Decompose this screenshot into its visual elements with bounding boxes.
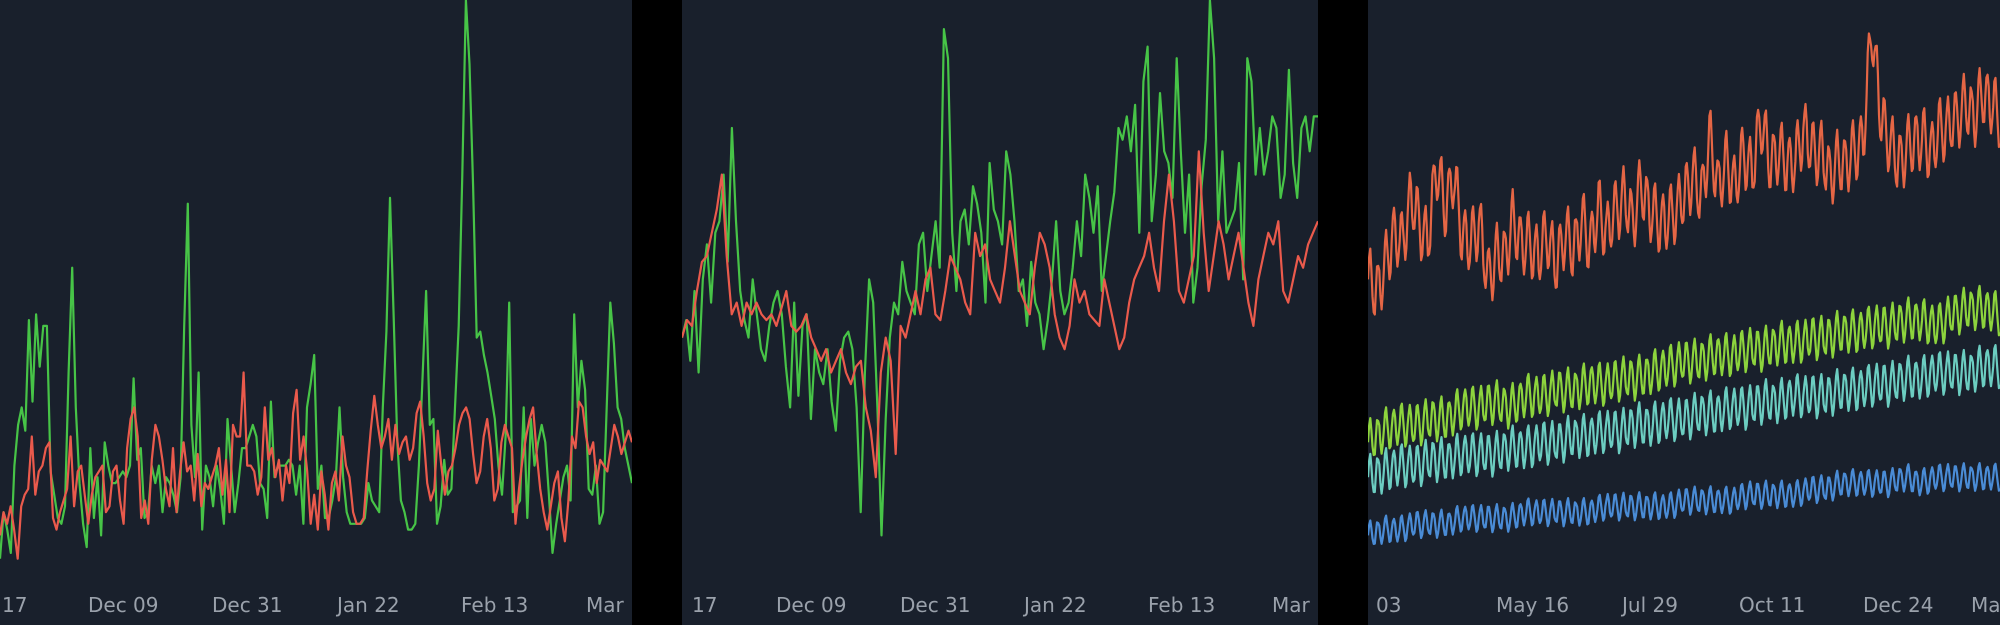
- series-line-1: [1368, 32, 2000, 316]
- x-tick-label: May 16: [1496, 593, 1569, 617]
- series-line-4: [1368, 462, 2000, 545]
- series-line-2: [682, 150, 1318, 479]
- x-tick-label: Feb 13: [461, 593, 528, 617]
- x-tick-label: Mar: [586, 593, 625, 617]
- series-line-2: [0, 371, 632, 560]
- series-line-1: [682, 0, 1318, 537]
- x-tick-label: Jul 29: [1620, 593, 1678, 617]
- chart-panel-3: 03 May 16 Jul 29 Oct 11 Dec 24 Mar: [1368, 0, 2000, 625]
- line-chart-2: 17 Dec 09 Dec 31 Jan 22 Feb 13 Mar: [682, 0, 1318, 617]
- x-tick-label: Jan 22: [335, 593, 400, 617]
- x-tick-label: Dec 09: [776, 593, 847, 617]
- x-tick-label: Dec 24: [1863, 593, 1934, 617]
- x-tick-label: Mar: [1971, 593, 2000, 617]
- line-chart-3: 03 May 16 Jul 29 Oct 11 Dec 24 Mar: [1368, 32, 2000, 617]
- x-tick-label: Dec 31: [212, 593, 283, 617]
- x-tick-label: Dec 09: [88, 593, 159, 617]
- series-line-2: [1368, 284, 2000, 457]
- chart-panel-2: 17 Dec 09 Dec 31 Jan 22 Feb 13 Mar: [682, 0, 1318, 625]
- series-line-3: [1368, 344, 2000, 495]
- x-tick-label: Oct 11: [1739, 593, 1805, 617]
- x-tick-label: 03: [1376, 593, 1401, 617]
- x-tick-label: 17: [2, 593, 27, 617]
- line-chart-1: 17 Dec 09 Dec 31 Jan 22 Feb 13 Mar: [0, 0, 632, 617]
- x-tick-label: Jan 22: [1022, 593, 1087, 617]
- x-tick-label: Dec 31: [900, 593, 971, 617]
- chart-panel-1: 17 Dec 09 Dec 31 Jan 22 Feb 13 Mar: [0, 0, 632, 625]
- x-tick-label: Feb 13: [1148, 593, 1215, 617]
- x-tick-label: Mar: [1272, 593, 1311, 617]
- series-line-1: [0, 0, 632, 559]
- x-tick-label: 17: [692, 593, 717, 617]
